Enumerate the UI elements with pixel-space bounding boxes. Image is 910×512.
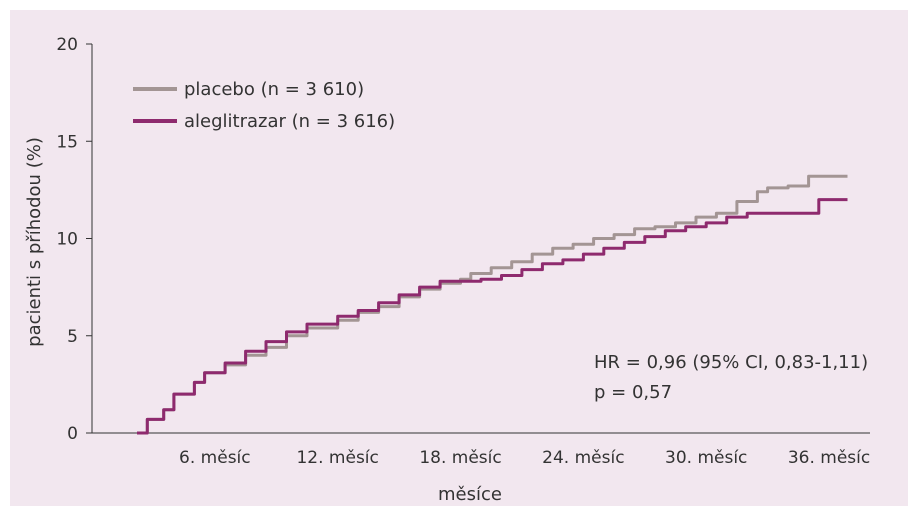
x-tick-label: 30. měsíc: [665, 448, 747, 468]
x-axis-title: měsíce: [438, 484, 502, 505]
y-tick-label: 5: [67, 327, 78, 347]
legend: placebo (n = 3 610) aleglitrazar (n = 3 6…: [133, 79, 395, 132]
series-lines: [137, 174, 848, 435]
y-tick-label: 15: [56, 132, 78, 152]
legend-label: placebo (n = 3 610): [184, 79, 364, 100]
y-axis-title: pacienti s příhodou (%): [24, 137, 45, 347]
y-tick-label: 20: [56, 35, 78, 55]
y-tick-label: 0: [67, 424, 78, 444]
tick-labels: 0 5 10 15 20 6. měsíc 12. měsíc 18. měsíc 24. mě…: [56, 35, 870, 468]
x-tick-label: 6. měsíc: [179, 448, 251, 468]
y-tick-label: 10: [56, 230, 78, 250]
hr-annotation: HR = 0,96 (95% CI, 0,83-1,11): [594, 352, 868, 373]
x-tick-label: 36. měsíc: [788, 448, 870, 468]
p-value-annotation: p = 0,57: [594, 382, 672, 403]
x-tick-label: 18. měsíc: [419, 448, 501, 468]
x-tick-label: 24. měsíc: [542, 448, 624, 468]
plot-background: [10, 10, 908, 506]
x-tick-label: 12. měsíc: [296, 448, 378, 468]
legend-label: aleglitrazar (n = 3 616): [184, 111, 395, 132]
series-line-aleglitrazar: [137, 198, 848, 435]
